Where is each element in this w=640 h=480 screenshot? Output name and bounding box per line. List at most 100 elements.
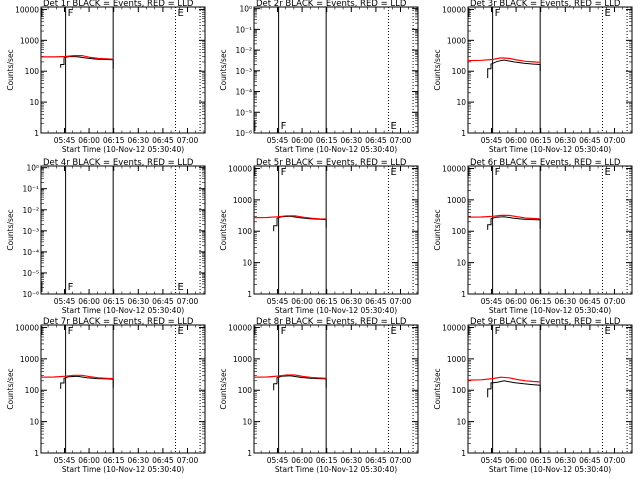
x-tick-label: 06:45 bbox=[579, 456, 601, 465]
x-tick-label: 05:45 bbox=[54, 136, 76, 145]
y-tick-label: 1 bbox=[247, 290, 252, 299]
x-tick-label: 06:15 bbox=[530, 456, 552, 465]
x-tick-label: 06:45 bbox=[152, 297, 174, 306]
lld-series-line bbox=[468, 214, 541, 220]
x-tick-label: 06:00 bbox=[505, 456, 527, 465]
y-tick-label: 1000 bbox=[447, 36, 466, 45]
y-axis-label: Counts/sec bbox=[219, 209, 228, 250]
flag-label-e: E bbox=[177, 8, 183, 19]
flag-label-e: E bbox=[390, 326, 396, 337]
flag-label-f: F bbox=[68, 326, 74, 337]
y-tick-label: 1000 bbox=[20, 36, 39, 45]
x-tick-label: 06:30 bbox=[554, 456, 576, 465]
y-tick-label: 10⁻⁴ bbox=[22, 248, 39, 257]
x-axis-label: Start Time (10-Nov-12 05:30:40) bbox=[275, 145, 397, 154]
events-series-line bbox=[487, 216, 541, 230]
flag-label-f: F bbox=[281, 326, 287, 337]
flag-label-e: E bbox=[604, 8, 610, 19]
x-tick-label: 06:30 bbox=[554, 297, 576, 306]
plot-frame bbox=[253, 165, 419, 295]
lld-series-line bbox=[468, 376, 541, 383]
y-axis-label: Counts/sec bbox=[433, 49, 442, 90]
y-tick-label: 10000 bbox=[442, 164, 466, 173]
x-tick-label: 07:00 bbox=[390, 136, 412, 145]
panel-title: Det 7r BLACK = Events, RED = LLD bbox=[43, 317, 194, 327]
flag-label-f: F bbox=[495, 8, 501, 19]
y-tick-label: 10⁻³ bbox=[235, 67, 252, 76]
y-tick-label: 10 bbox=[242, 418, 252, 427]
lld-series-line bbox=[41, 374, 114, 380]
y-tick-label: 1 bbox=[34, 129, 39, 138]
x-tick-label: 05:45 bbox=[267, 297, 289, 306]
y-tick-label: 1000 bbox=[447, 355, 466, 364]
panel-det-7: Det 7r BLACK = Events, RED = LLD 1 10 100 10… bbox=[6, 317, 206, 474]
x-tick-label: 06:15 bbox=[530, 297, 552, 306]
x-tick-label: 06:45 bbox=[579, 136, 601, 145]
y-tick-label: 10⁻⁶ bbox=[235, 129, 252, 138]
y-tick-label: 100 bbox=[238, 227, 253, 236]
y-tick-label: 10⁻⁶ bbox=[22, 290, 39, 299]
panel-det-9: Det 9r BLACK = Events, RED = LLD 1 10 100 10… bbox=[433, 317, 633, 474]
panel-title: Det 6r BLACK = Events, RED = LLD bbox=[470, 158, 621, 168]
y-tick-label: 10000 bbox=[15, 323, 39, 332]
y-tick-label: 10⁻⁵ bbox=[22, 269, 39, 278]
x-tick-label: 06:15 bbox=[316, 456, 338, 465]
x-tick-label: 06:15 bbox=[316, 136, 338, 145]
y-tick-label: 10000 bbox=[228, 323, 252, 332]
x-tick-label: 06:00 bbox=[505, 136, 527, 145]
x-tick-label: 07:00 bbox=[390, 456, 412, 465]
y-tick-label: 10000 bbox=[15, 5, 39, 14]
events-series-line bbox=[487, 380, 541, 398]
lld-series-line bbox=[41, 54, 114, 60]
y-tick-label: 1 bbox=[247, 449, 252, 458]
panel-title: Det 4r BLACK = Events, RED = LLD bbox=[43, 158, 194, 168]
panel-title: Det 2r BLACK = Events, RED = LLD bbox=[256, 0, 407, 9]
y-tick-label: 100 bbox=[452, 67, 467, 76]
panel-det-3: Det 3r BLACK = Events, RED = LLD 1 10 100 10… bbox=[433, 0, 633, 154]
y-axis-label: Counts/sec bbox=[6, 209, 15, 250]
plot-frame bbox=[253, 324, 419, 454]
y-tick-label: 100 bbox=[238, 386, 253, 395]
y-tick-label: 10⁻⁴ bbox=[235, 88, 252, 97]
flag-label-e: E bbox=[177, 282, 183, 293]
y-axis-label: Counts/sec bbox=[219, 49, 228, 90]
y-tick-label: 10000 bbox=[228, 164, 252, 173]
flag-label-e: E bbox=[390, 167, 396, 178]
x-tick-label: 06:00 bbox=[291, 136, 313, 145]
events-series-line bbox=[487, 59, 541, 79]
flag-label-f: F bbox=[68, 282, 74, 293]
y-tick-label: 100 bbox=[452, 227, 467, 236]
x-tick-label: 06:45 bbox=[579, 297, 601, 306]
y-tick-label: 10 bbox=[456, 418, 466, 427]
y-tick-label: 10⁰ bbox=[239, 5, 252, 14]
x-axis-label: Start Time (10-Nov-12 05:30:40) bbox=[275, 306, 397, 315]
y-axis-label: Counts/sec bbox=[6, 368, 15, 409]
flag-label-e: E bbox=[390, 121, 396, 132]
x-tick-label: 07:00 bbox=[177, 297, 199, 306]
x-tick-label: 07:00 bbox=[604, 297, 626, 306]
lld-series-line bbox=[254, 374, 327, 379]
x-tick-label: 06:45 bbox=[365, 297, 387, 306]
y-axis-label: Counts/sec bbox=[433, 209, 442, 250]
plot-frame bbox=[253, 6, 419, 134]
y-tick-label: 10⁻¹ bbox=[235, 25, 252, 34]
y-tick-label: 10 bbox=[456, 259, 466, 268]
y-tick-label: 100 bbox=[25, 386, 40, 395]
panel-det-8: Det 8r BLACK = Events, RED = LLD 1 10 100 10… bbox=[219, 317, 419, 474]
panel-title: Det 5r BLACK = Events, RED = LLD bbox=[256, 158, 407, 168]
x-tick-label: 06:45 bbox=[152, 456, 174, 465]
y-tick-label: 100 bbox=[452, 386, 467, 395]
x-tick-label: 06:45 bbox=[365, 456, 387, 465]
x-axis-label: Start Time (10-Nov-12 05:30:40) bbox=[62, 465, 184, 474]
x-tick-label: 06:30 bbox=[127, 297, 149, 306]
x-tick-label: 06:15 bbox=[316, 297, 338, 306]
x-tick-label: 06:30 bbox=[340, 136, 362, 145]
y-tick-label: 10⁻¹ bbox=[22, 185, 39, 194]
x-tick-label: 06:45 bbox=[152, 136, 174, 145]
x-axis-label: Start Time (10-Nov-12 05:30:40) bbox=[62, 145, 184, 154]
plot-frame bbox=[40, 324, 206, 454]
flag-label-e: E bbox=[604, 326, 610, 337]
x-tick-label: 06:30 bbox=[554, 136, 576, 145]
panel-det-4: Det 4r BLACK = Events, RED = LLD 10⁰ 10⁻¹ 1… bbox=[6, 158, 206, 315]
